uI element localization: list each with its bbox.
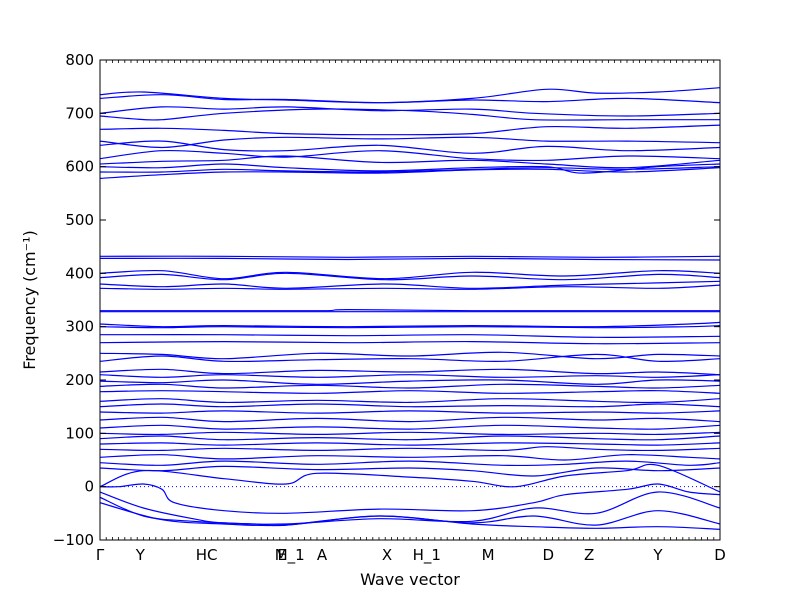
dispersion-lines <box>100 87 720 530</box>
band-line-30 <box>100 383 720 389</box>
band-line-1 <box>100 87 720 104</box>
band-line-33 <box>100 403 720 408</box>
x-tick-label: A <box>317 546 328 564</box>
y-tick-label: 700 <box>65 104 94 122</box>
y-tick-label: 500 <box>65 211 94 229</box>
band-line-48 <box>100 502 720 530</box>
x-tick-label: E <box>278 546 287 564</box>
x-axis-label: Wave vector <box>360 570 460 589</box>
band-line-45 <box>100 483 720 514</box>
band-line-9 <box>100 155 720 169</box>
x-tick-label: D <box>542 546 554 564</box>
band-line-32 <box>100 398 720 404</box>
band-line-4 <box>100 108 720 121</box>
band-line-5 <box>100 124 720 136</box>
band-line-16 <box>100 272 720 281</box>
x-tick-label: Y <box>652 546 663 564</box>
x-tick-label: Z <box>584 546 594 564</box>
band-line-37 <box>100 431 720 436</box>
band-line-8 <box>100 149 720 162</box>
x-tick-label: HC <box>196 546 218 564</box>
band-line-40 <box>100 446 720 452</box>
band-line-28 <box>100 374 720 378</box>
band-line-24 <box>100 340 720 345</box>
band-line-42 <box>100 460 720 467</box>
x-tick-label: M_1 <box>275 546 305 565</box>
y-tick-label: 0 <box>84 478 94 496</box>
x-tick-label: Y <box>135 546 146 564</box>
band-line-14 <box>100 257 720 261</box>
band-line-39 <box>100 442 720 446</box>
band-line-31 <box>100 390 720 394</box>
band-line-23 <box>100 334 720 338</box>
band-line-41 <box>100 454 720 461</box>
band-line-36 <box>100 424 720 430</box>
band-line-18 <box>100 284 720 290</box>
band-line-22 <box>100 325 720 329</box>
band-line-3 <box>100 106 720 117</box>
band-line-25 <box>100 351 720 360</box>
band-line-26 <box>100 353 720 363</box>
x-tick-label: H_1 <box>413 546 441 565</box>
y-axis-ticks: −100 0 100 200 300 400 500 600 700 800 <box>53 51 720 549</box>
x-tick-label: Γ <box>96 546 105 564</box>
y-axis-label: Frequency (cm⁻¹) <box>20 230 39 369</box>
band-line-46 <box>100 491 720 525</box>
band-line-38 <box>100 435 720 441</box>
band-line-21 <box>100 321 720 328</box>
band-line-35 <box>100 416 720 423</box>
y-tick-label: −100 <box>53 531 94 549</box>
band-line-29 <box>100 379 720 385</box>
y-tick-label: 600 <box>65 158 94 176</box>
band-line-44 <box>100 463 720 493</box>
band-line-15 <box>100 269 720 280</box>
band-line-19 <box>100 308 720 312</box>
band-line-27 <box>100 368 720 376</box>
band-line-13 <box>100 255 720 258</box>
band-line-7 <box>100 140 720 154</box>
band-line-43 <box>100 465 720 477</box>
band-line-2 <box>100 94 720 104</box>
y-tick-label: 300 <box>65 318 94 336</box>
y-tick-label: 400 <box>65 264 94 282</box>
y-tick-label: 100 <box>65 424 94 442</box>
y-tick-label: 200 <box>65 371 94 389</box>
band-line-34 <box>100 410 720 414</box>
x-tick-label: M <box>482 546 495 564</box>
x-tick-label: X <box>382 546 392 564</box>
band-line-11 <box>100 166 720 173</box>
band-line-6 <box>100 136 720 149</box>
x-axis-ticks: Γ Y HC EM_1 A X H_1 M D Z Y D <box>96 60 726 565</box>
band-line-12 <box>100 167 720 179</box>
x-tick-label: D <box>714 546 726 564</box>
y-tick-label: 800 <box>65 51 94 69</box>
band-line-17 <box>100 280 720 289</box>
band-line-10 <box>100 163 720 174</box>
